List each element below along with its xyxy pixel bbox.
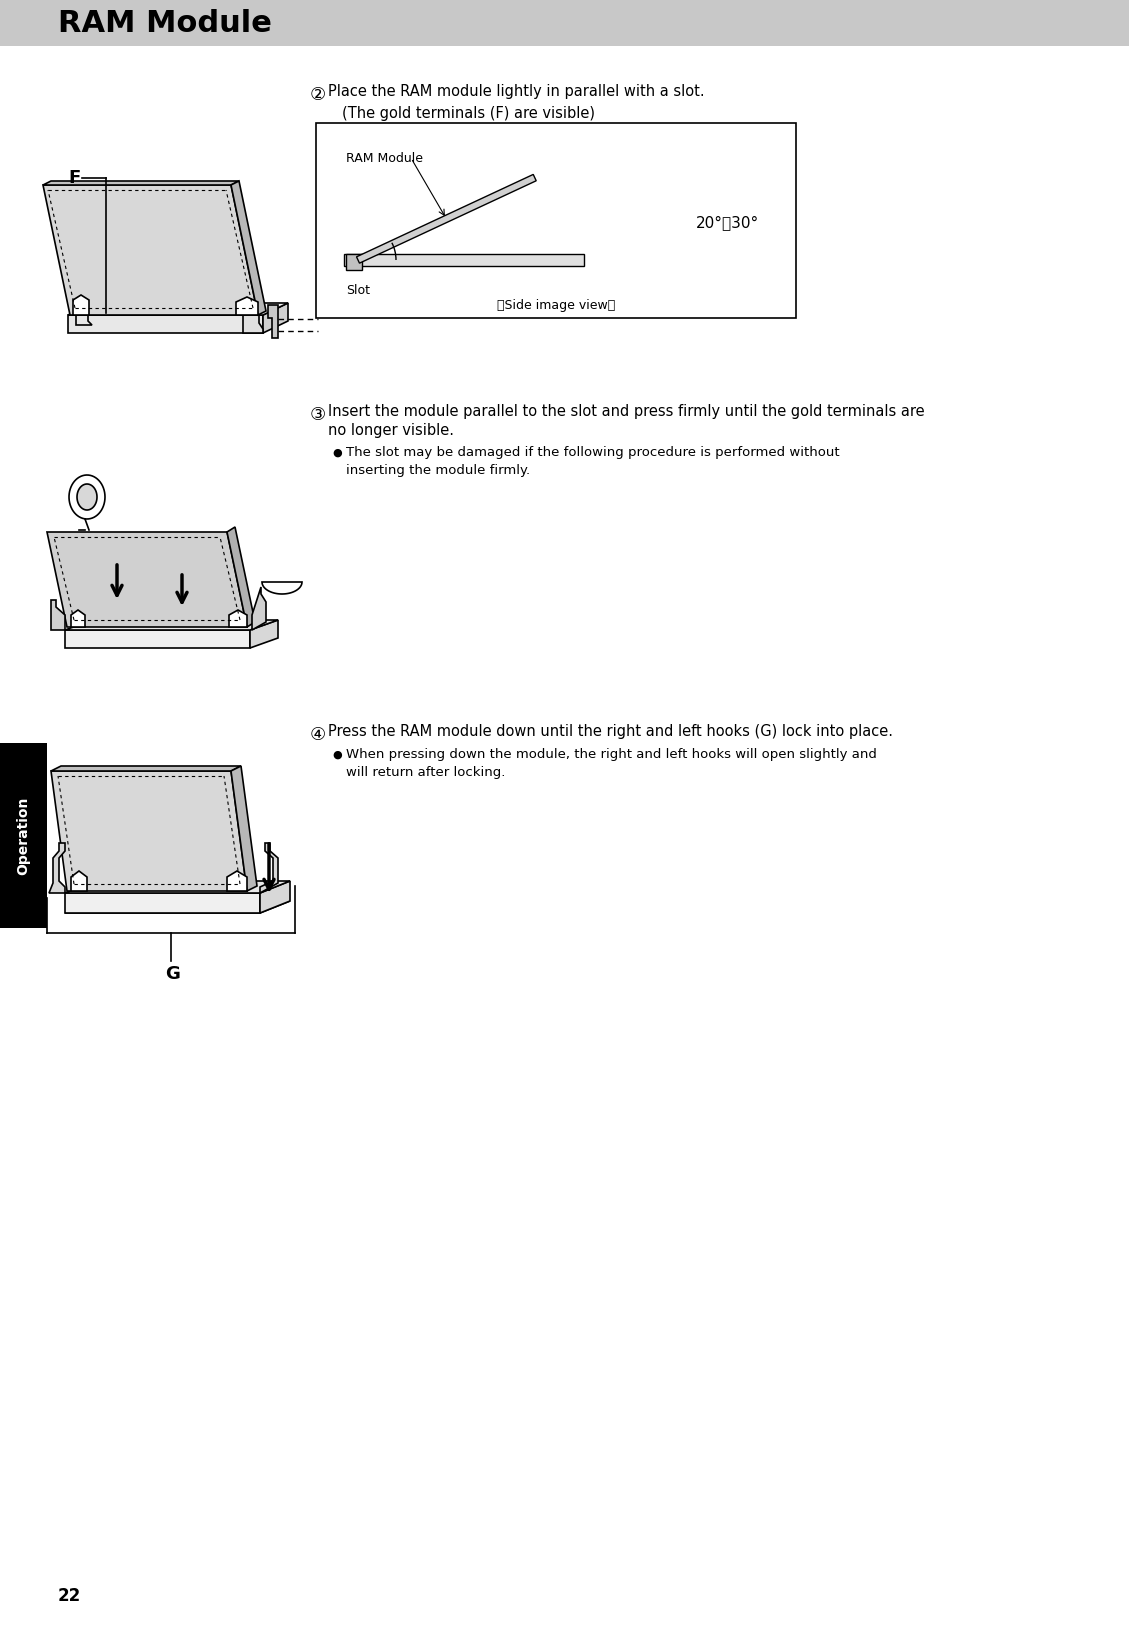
Polygon shape <box>65 900 290 913</box>
Text: (The gold terminals (F) are visible): (The gold terminals (F) are visible) <box>342 106 595 120</box>
Polygon shape <box>77 484 97 510</box>
Bar <box>316 124 796 317</box>
Text: 20°～30°: 20°～30° <box>695 215 759 231</box>
Polygon shape <box>243 314 263 334</box>
Text: Slot: Slot <box>345 283 370 296</box>
Text: RAM Module: RAM Module <box>345 151 423 164</box>
Polygon shape <box>51 601 65 630</box>
Polygon shape <box>65 630 250 648</box>
Polygon shape <box>260 843 278 894</box>
Text: ●: ● <box>332 751 342 760</box>
Polygon shape <box>71 871 87 891</box>
Bar <box>345 254 362 270</box>
Polygon shape <box>263 303 288 334</box>
Polygon shape <box>47 532 247 627</box>
Polygon shape <box>229 610 247 627</box>
Polygon shape <box>250 620 278 648</box>
Text: Press the RAM module down until the right and left hooks (G) lock into place.: Press the RAM module down until the righ… <box>329 724 893 739</box>
Polygon shape <box>43 181 239 186</box>
Polygon shape <box>260 881 290 913</box>
Text: Operation: Operation <box>17 796 30 874</box>
Polygon shape <box>65 894 260 913</box>
Polygon shape <box>268 304 278 339</box>
Text: no longer visible.: no longer visible. <box>329 423 454 438</box>
Polygon shape <box>73 295 89 314</box>
Polygon shape <box>262 581 301 594</box>
Text: RAM Module: RAM Module <box>58 8 272 37</box>
Polygon shape <box>236 296 259 314</box>
Polygon shape <box>51 772 247 891</box>
Polygon shape <box>227 527 255 627</box>
Text: Place the RAM module lightly in parallel with a slot.: Place the RAM module lightly in parallel… <box>329 85 704 99</box>
Bar <box>0 742 47 928</box>
Polygon shape <box>68 303 288 314</box>
Polygon shape <box>69 475 105 519</box>
Text: The slot may be damaged if the following procedure is performed without
insertin: The slot may be damaged if the following… <box>345 446 840 477</box>
Text: ④: ④ <box>310 726 326 744</box>
Polygon shape <box>43 186 259 314</box>
Polygon shape <box>231 181 266 314</box>
Bar <box>0 0 1129 46</box>
Polygon shape <box>68 314 263 334</box>
Polygon shape <box>71 610 85 627</box>
Polygon shape <box>357 174 536 264</box>
Text: 22: 22 <box>58 1587 81 1605</box>
Polygon shape <box>51 767 240 772</box>
Text: Insert the module parallel to the slot and press firmly until the gold terminals: Insert the module parallel to the slot a… <box>329 404 925 418</box>
Polygon shape <box>65 620 278 630</box>
Polygon shape <box>76 314 91 326</box>
Polygon shape <box>227 871 247 891</box>
Text: G: G <box>166 965 181 983</box>
Text: ②: ② <box>310 86 326 104</box>
Text: When pressing down the module, the right and left hooks will open slightly and
w: When pressing down the module, the right… <box>345 747 877 780</box>
Text: ③: ③ <box>310 405 326 423</box>
Text: F: F <box>68 169 80 187</box>
Bar <box>344 254 584 265</box>
Polygon shape <box>252 588 266 630</box>
Text: （Side image view）: （Side image view） <box>497 300 615 313</box>
Polygon shape <box>231 767 257 891</box>
Polygon shape <box>65 881 290 894</box>
Polygon shape <box>49 843 65 894</box>
Text: ●: ● <box>332 448 342 457</box>
